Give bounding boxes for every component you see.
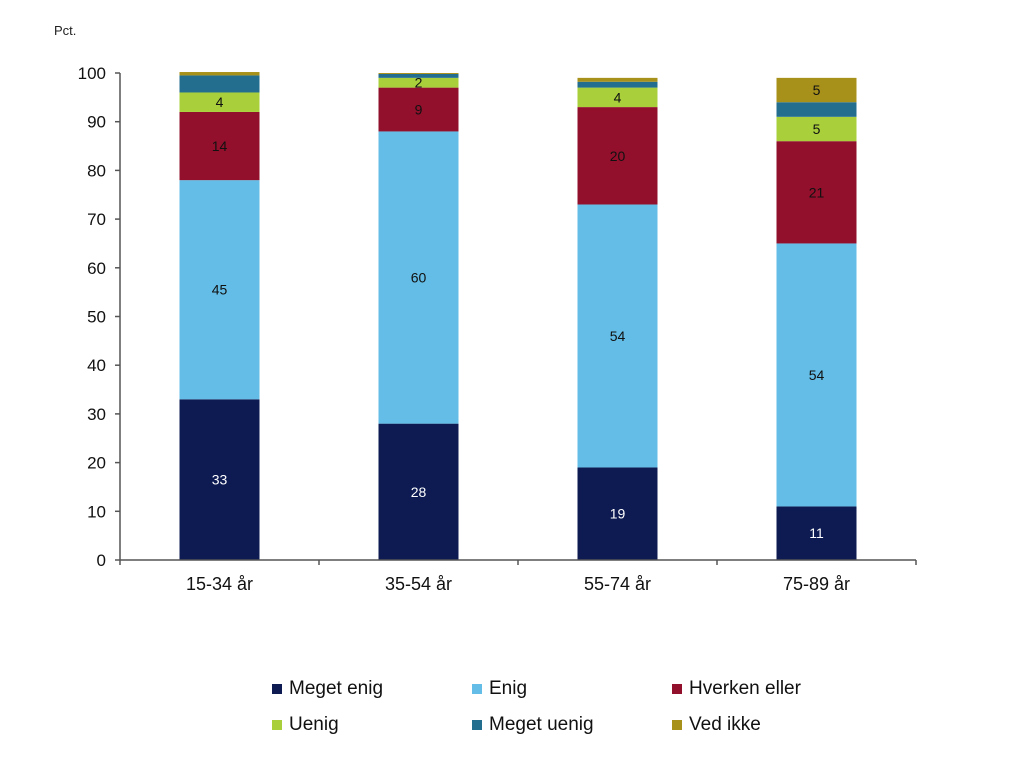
x-tick-label: 55-74 år [584, 574, 651, 594]
bar-segment [179, 180, 260, 400]
data-label: 54 [809, 367, 825, 383]
bar-segment [179, 75, 260, 93]
legend-swatch [472, 684, 482, 694]
data-label: 60 [411, 270, 427, 286]
data-label: 21 [809, 184, 825, 200]
x-tick-label: 35-54 år [385, 574, 452, 594]
y-tick-label: 60 [87, 259, 106, 278]
bar-segment [179, 399, 260, 560]
bar-segment [577, 77, 658, 82]
legend-label: Hverken eller [689, 678, 801, 699]
data-label: 20 [610, 148, 626, 164]
y-tick-label: 80 [87, 161, 106, 180]
legend-label: Ved ikke [689, 714, 761, 735]
legend-item-meget-enig: Meget enig [272, 678, 472, 700]
y-tick-label: 30 [87, 405, 106, 424]
data-label: 33 [212, 472, 228, 488]
x-tick-label: 75-89 år [783, 574, 850, 594]
data-label: 9 [415, 102, 423, 118]
bar-segment [179, 72, 260, 76]
data-label: 5 [813, 121, 821, 137]
legend-swatch [672, 684, 682, 694]
legend-swatch [672, 720, 682, 730]
legend: Meget enig Enig Hverken eller Uenig Mege… [272, 678, 872, 736]
y-tick-label: 50 [87, 308, 106, 327]
legend-item-enig: Enig [472, 678, 672, 700]
data-label: 54 [610, 328, 626, 344]
legend-label: Uenig [289, 714, 339, 735]
data-label: 2 [415, 75, 423, 91]
y-tick-label: 0 [97, 551, 106, 570]
bar-segment [776, 116, 857, 142]
bar-segment [378, 77, 459, 88]
data-label: 11 [809, 525, 824, 541]
legend-label: Enig [489, 678, 528, 699]
legend-label: Meget enig [289, 678, 384, 699]
bar-segment [378, 87, 459, 132]
bar-segment [577, 107, 658, 205]
bar-segment [577, 81, 658, 88]
y-tick-label: 40 [87, 356, 106, 375]
bar-segment [378, 73, 459, 78]
data-label: 4 [614, 89, 622, 105]
legend-label: Meget uenig [489, 714, 594, 735]
bar-segment [776, 506, 857, 560]
legend-swatch [272, 720, 282, 730]
data-label: 4 [216, 94, 224, 110]
legend-item-ved-ikke: Ved ikke [672, 714, 872, 736]
bar-segment [179, 92, 260, 112]
legend-item-meget-uenig: Meget uenig [472, 714, 672, 736]
y-tick-label: 10 [87, 502, 106, 521]
x-axis: 15-34 år 35-54 år 55-74 år 75-89 år [119, 559, 917, 594]
bar-segment [378, 73, 459, 74]
y-axis: 0 10 20 30 40 50 60 70 80 90 100 [78, 64, 121, 570]
x-tick-label: 15-34 år [186, 574, 253, 594]
data-label: 5 [813, 82, 821, 98]
y-tick-label: 70 [87, 210, 106, 229]
legend-item-hverken-eller: Hverken eller [672, 678, 872, 700]
y-tick-label: 100 [78, 64, 106, 83]
bar-segment [577, 87, 658, 108]
data-label: 45 [212, 282, 228, 298]
bar-segment [577, 467, 658, 560]
bar-segment [378, 131, 459, 424]
bar-segment [776, 77, 857, 103]
data-label: 19 [610, 506, 626, 522]
bar-segment [776, 243, 857, 507]
bar-segment [776, 102, 857, 117]
bar-segment [179, 111, 260, 181]
legend-swatch [472, 720, 482, 730]
y-axis-label: Pct. [54, 23, 76, 38]
y-tick-label: 90 [87, 113, 106, 132]
y-tick-label: 20 [87, 454, 106, 473]
data-label: 14 [212, 138, 228, 154]
bar-segment [378, 423, 459, 560]
legend-swatch [272, 684, 282, 694]
data-label: 28 [411, 484, 427, 500]
bar-segment [577, 204, 658, 468]
bar-segment [776, 141, 857, 244]
legend-item-uenig: Uenig [272, 714, 472, 736]
